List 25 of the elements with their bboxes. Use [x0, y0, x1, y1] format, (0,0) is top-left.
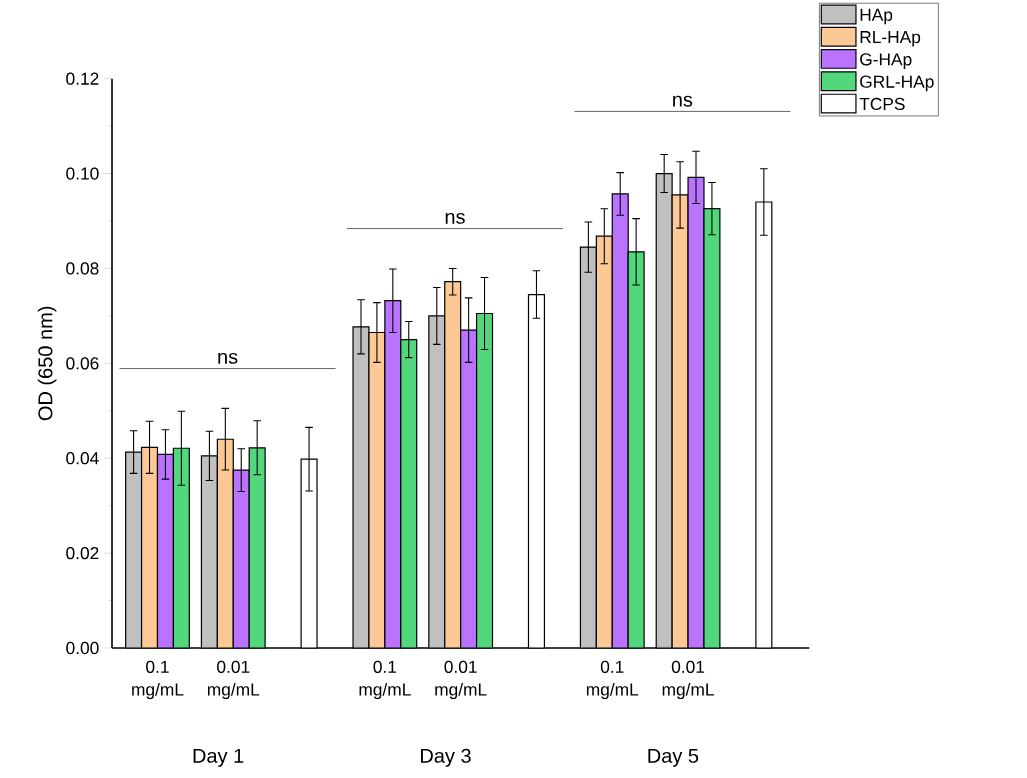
y-tick-label: 0.12: [66, 72, 99, 85]
text: Day 3: [421, 748, 471, 767]
text: Day 5: [648, 748, 699, 767]
y-tick-label: 0.10: [66, 167, 99, 180]
y-tick-label: 0.04: [66, 452, 99, 465]
x-tick-label: 0.01 mg/mL: [662, 660, 714, 700]
annotation: ns: [445, 212, 465, 224]
y-tick-label: 0.06: [66, 357, 99, 370]
y-tick-label: 0.08: [66, 262, 99, 275]
legend-label: GRL-HAp: [860, 75, 934, 92]
x-tick-label: 0.1 mg/mL: [586, 660, 639, 700]
annotation: ns: [673, 95, 693, 107]
legend-label: HAp: [860, 8, 893, 25]
y-tick-label: 0.00: [66, 641, 99, 655]
annotation: ns: [218, 352, 238, 364]
legend-label: G-HAp: [860, 53, 912, 69]
x-tick-label: 0.01 mg/mL: [435, 660, 487, 700]
legend-label: RL-HAp: [860, 31, 921, 47]
legend-label: TCPS: [859, 97, 905, 111]
x-tick-label: 0.1 mg/mL: [132, 660, 184, 700]
y-tick-label: 0.02: [66, 546, 99, 560]
x-tick-label: 0.01 mg/mL: [207, 660, 260, 700]
text: Day 1: [193, 748, 244, 767]
y-axis-title: OD (650 nm): [37, 306, 57, 421]
x-tick-label: 0.1 mg/mL: [359, 660, 411, 700]
